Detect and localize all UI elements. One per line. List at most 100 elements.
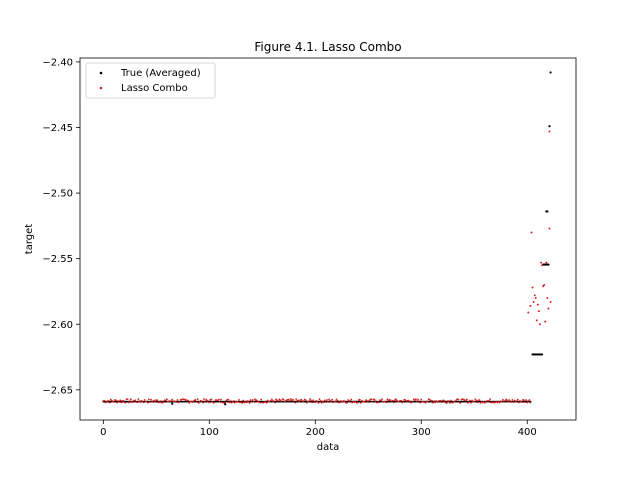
- lasso-point: [536, 303, 539, 306]
- lasso-point: [265, 401, 268, 404]
- lasso-point: [238, 398, 240, 401]
- legend-box: [85, 62, 216, 99]
- lasso-point: [290, 398, 292, 400]
- y-axis: −2.65 −2.60 −2.55 −2.50 −2.45 −2.40: [42, 57, 80, 396]
- lasso-point: [465, 398, 468, 401]
- lasso-point: [373, 398, 376, 401]
- lasso-point: [282, 398, 285, 401]
- lasso-point: [119, 399, 122, 402]
- lasso-point: [516, 398, 519, 401]
- lasso-point: [161, 401, 164, 404]
- x-tick-label: 400: [518, 427, 537, 438]
- lasso-point: [466, 401, 469, 404]
- x-tick-label: 0: [100, 427, 106, 438]
- lasso-point: [310, 399, 312, 402]
- lasso-point: [171, 398, 174, 401]
- lasso-point: [150, 398, 152, 401]
- lasso-point: [249, 399, 252, 401]
- lasso-point: [548, 227, 551, 230]
- lasso-point: [445, 402, 448, 404]
- lasso-point: [528, 399, 531, 401]
- lasso-point: [489, 398, 492, 401]
- lasso-point: [156, 399, 159, 402]
- lasso-point: [251, 399, 254, 401]
- lasso-point: [115, 399, 117, 402]
- y-tick-label: −2.45: [42, 123, 73, 134]
- lasso-point: [318, 398, 321, 401]
- lasso-point: [326, 399, 328, 401]
- lasso-point: [304, 399, 307, 402]
- lasso-point: [459, 402, 462, 404]
- lasso-point: [540, 261, 543, 264]
- true-point: [171, 402, 174, 405]
- x-tick-label: 100: [200, 427, 219, 438]
- lasso-point: [386, 398, 389, 401]
- lasso-point: [287, 398, 290, 401]
- true-point: [546, 210, 549, 213]
- lasso-point: [511, 398, 514, 401]
- lasso-point: [220, 398, 222, 401]
- lasso-point: [415, 398, 417, 401]
- y-tick-label: −2.60: [42, 320, 73, 331]
- lasso-point: [478, 399, 481, 402]
- lasso-point: [210, 398, 213, 401]
- legend-label-lasso: Lasso Combo: [121, 83, 188, 94]
- lasso-point: [359, 401, 362, 404]
- lasso-point: [549, 300, 552, 303]
- lasso-point: [347, 399, 350, 401]
- lasso-point: [532, 300, 535, 303]
- lasso-point: [538, 323, 541, 326]
- lasso-point: [529, 401, 532, 404]
- lasso-point: [176, 399, 179, 401]
- lasso-point: [227, 398, 230, 401]
- lasso-point: [241, 402, 244, 404]
- y-axis-label: target: [24, 224, 35, 254]
- lasso-point: [531, 286, 534, 289]
- legend-marker-lasso: [99, 86, 103, 90]
- lasso-point: [547, 307, 550, 310]
- lasso-point: [196, 398, 199, 401]
- plot-points: [102, 71, 552, 406]
- lasso-point: [335, 398, 338, 401]
- true-point: [224, 403, 227, 406]
- lasso-point: [417, 398, 419, 401]
- lasso-point: [523, 399, 525, 402]
- lasso-point: [203, 398, 205, 400]
- lasso-point: [420, 398, 423, 401]
- lasso-point: [323, 399, 326, 402]
- lasso-point: [137, 398, 140, 400]
- lasso-point: [292, 398, 294, 401]
- lasso-point: [320, 401, 323, 404]
- lasso-point: [197, 402, 200, 404]
- lasso-point: [530, 231, 533, 234]
- lasso-point: [270, 398, 273, 401]
- lasso-point: [527, 311, 530, 314]
- lasso-point: [455, 399, 458, 402]
- lasso-point: [525, 399, 528, 401]
- lasso-point: [295, 398, 298, 401]
- lasso-point: [205, 398, 208, 401]
- y-tick-label: −2.50: [42, 189, 73, 200]
- lasso-point: [358, 398, 361, 401]
- lasso-point: [166, 398, 168, 401]
- lasso-point: [381, 398, 383, 401]
- lasso-point: [535, 319, 538, 322]
- y-tick-label: −2.55: [42, 254, 73, 265]
- lasso-point: [248, 402, 251, 404]
- x-axis: 0 100 200 300 400: [100, 420, 537, 438]
- lasso-point: [548, 130, 551, 133]
- lasso-point: [331, 398, 334, 401]
- lasso-point: [506, 399, 509, 402]
- legend-marker-true: [99, 71, 103, 75]
- lasso-point: [109, 398, 112, 401]
- lasso-point: [312, 399, 315, 402]
- lasso-point: [389, 399, 392, 402]
- lasso-point: [143, 399, 146, 401]
- lasso-point: [448, 402, 451, 404]
- lasso-point: [546, 297, 549, 300]
- lasso-point: [217, 398, 220, 401]
- lasso-point: [544, 320, 547, 323]
- lasso-point: [533, 294, 536, 297]
- lasso-point: [260, 398, 263, 401]
